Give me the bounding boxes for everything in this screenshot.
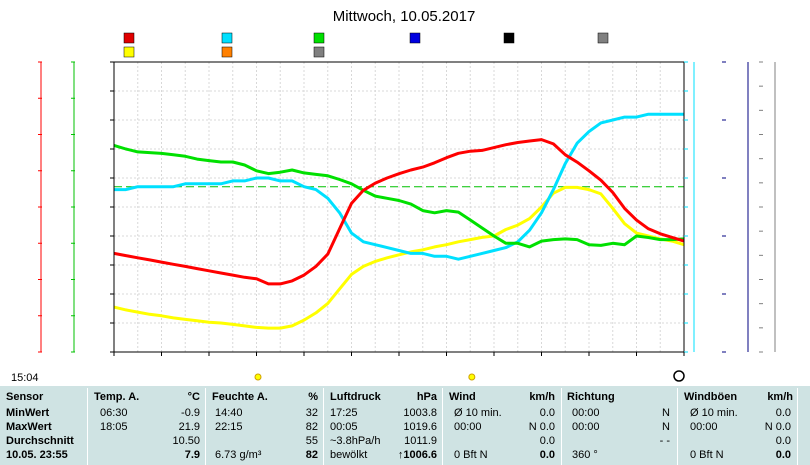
legend-swatch xyxy=(123,46,135,58)
table-cell-press-val: ↑1006.6 xyxy=(397,449,437,461)
table-cell-gust-time: 0 Bft N xyxy=(690,449,724,461)
header-sensor: Sensor xyxy=(6,391,44,403)
legend xyxy=(123,32,609,58)
table-cell-label: MinWert xyxy=(6,407,50,419)
table-cell-gust-val: 0.0 xyxy=(775,407,791,419)
table-cell-wind-time: 0 Bft N xyxy=(454,449,488,461)
table-cell-dir-time: 00:00 xyxy=(572,421,600,433)
axes-group xyxy=(38,61,776,356)
table-cell-hum-val: 55 xyxy=(305,435,318,447)
table-cell-hum-val: 32 xyxy=(305,407,318,419)
table-cell-label: MaxWert xyxy=(6,421,52,433)
table-cell-press-val: 1011.9 xyxy=(404,435,437,447)
header-direction: Richtung xyxy=(567,391,615,403)
table-cell-wind-time: Ø 10 min. xyxy=(454,407,502,419)
legend-swatch xyxy=(503,32,515,44)
table-cell-wind-val: 0.0 xyxy=(539,407,555,419)
header-gusts: Windböen xyxy=(684,391,738,403)
table-cell-hum-time: 14:40 xyxy=(215,407,243,419)
table-cell-temp-time: 18:05 xyxy=(100,421,128,433)
legend-swatch xyxy=(313,32,325,44)
table-cell-dir-val: N xyxy=(662,407,670,419)
table-cell-dir-time: 00:00 xyxy=(572,407,600,419)
table-cell-wind-time: 00:00 xyxy=(454,421,482,433)
legend-swatch xyxy=(313,46,325,58)
series-line-luftdruck xyxy=(113,143,685,249)
min-temp-marker xyxy=(254,373,262,381)
grid xyxy=(114,61,684,353)
table-cell-dir-val: - - xyxy=(659,435,670,447)
header-temp: Temp. A. xyxy=(94,391,140,403)
table-cell-gust-val: 0.0 xyxy=(775,449,791,461)
legend-swatch xyxy=(221,46,233,58)
table-cell-label: 10.05. 23:55 xyxy=(6,449,68,461)
series-group xyxy=(113,112,685,330)
table-cell-hum-time: 22:15 xyxy=(215,421,243,433)
time-markers xyxy=(254,370,685,382)
header-pressure-unit: hPa xyxy=(416,391,437,403)
table-cell-temp-val: 21.9 xyxy=(178,421,200,433)
header-pressure: Luftdruck xyxy=(330,391,381,403)
end-marker xyxy=(673,370,685,382)
table-cell-wind-val: 0.0 xyxy=(539,435,555,447)
header-humidity-unit: % xyxy=(308,391,318,403)
table-cell-temp-time: 06:30 xyxy=(100,407,128,419)
weather-chart: Mittwoch, 10.05.2017 xyxy=(38,8,776,382)
table-cell-hum-time: 6.73 g/m³ xyxy=(215,449,262,461)
table-cell-press-time: ~3.8hPa/h xyxy=(330,435,381,447)
table-cell-press-val: 1019.6 xyxy=(403,421,437,433)
table-cell-hum-val: 82 xyxy=(305,421,318,433)
table-cell-wind-val: N 0.0 xyxy=(528,421,555,433)
legend-swatch xyxy=(123,32,135,44)
series-line-feuchte-a xyxy=(114,112,684,261)
header-temp-unit: °C xyxy=(187,391,200,403)
table-cell-dir-val: N xyxy=(662,421,670,433)
table-cell-gust-time: 00:00 xyxy=(690,421,718,433)
table-cell-press-time: bewölkt xyxy=(330,449,368,461)
table-cell-gust-val: 0.0 xyxy=(775,435,791,447)
statistics-table: Sensor Temp. A. °C Feuchte A. % Luftdruc… xyxy=(0,386,810,465)
table-cell-hum-val: 82 xyxy=(305,449,318,461)
current-time-marker xyxy=(468,373,476,381)
header-wind: Wind xyxy=(449,391,476,403)
table-cell-press-time: 00:05 xyxy=(330,421,358,433)
header-gusts-unit: km/h xyxy=(767,391,793,403)
legend-swatch xyxy=(409,32,421,44)
current-time-label: 15:04 xyxy=(11,372,39,384)
table-cell-press-val: 1003.8 xyxy=(403,407,437,419)
chart-title: Mittwoch, 10.05.2017 xyxy=(333,8,476,25)
table-cell-temp-val: -0.9 xyxy=(181,407,200,419)
series-line-taupunkt xyxy=(113,185,685,330)
table-cell-label: Durchschnitt xyxy=(6,435,74,447)
header-humidity: Feuchte A. xyxy=(212,391,268,403)
table-cell-wind-val: 0.0 xyxy=(539,449,555,461)
legend-swatch xyxy=(597,32,609,44)
legend-swatch xyxy=(221,32,233,44)
header-wind-unit: km/h xyxy=(529,391,555,403)
table-cell-temp-val: 10.50 xyxy=(172,435,200,447)
table-cell-dir-time: 360 ° xyxy=(572,449,598,461)
table-cell-temp-val: 7.9 xyxy=(184,449,200,461)
series-line-temp-a xyxy=(113,138,685,286)
table-cell-gust-time: Ø 10 min. xyxy=(690,407,738,419)
table-cell-press-time: 17:25 xyxy=(330,407,358,419)
table-cell-gust-val: N 0.0 xyxy=(764,421,791,433)
